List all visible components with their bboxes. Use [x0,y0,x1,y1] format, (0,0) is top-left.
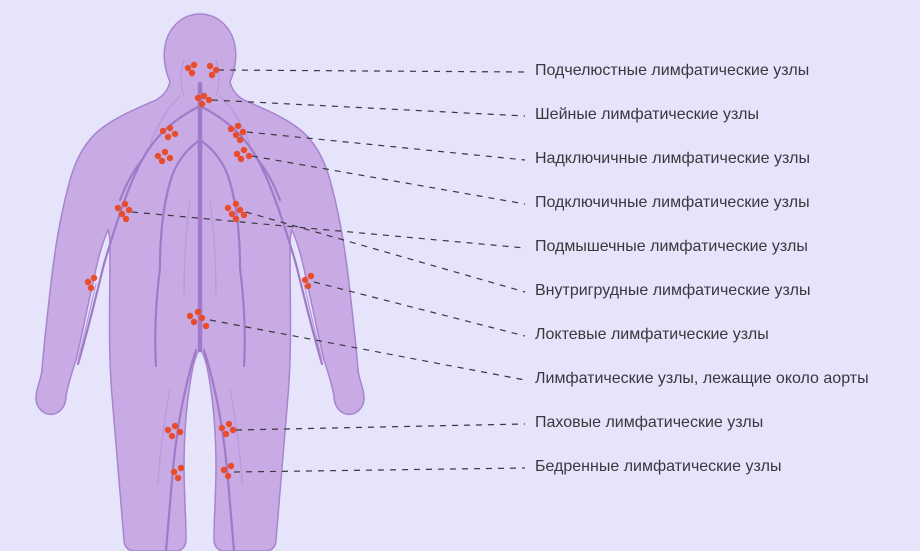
label-inguinal: Паховые лимфатические узлы [535,414,763,432]
leader-submandibular [218,70,525,72]
label-supraclavicular: Надключичные лимфатические узлы [535,150,810,168]
label-axillary: Подмышечные лимфатические узлы [535,238,808,256]
label-submandibular: Подчелюстные лимфатические узлы [535,62,809,80]
label-subclavicular: Подключичные лимфатические узлы [535,194,810,212]
label-elbow: Локтевые лимфатические узлы [535,326,769,344]
diagram-svg [0,0,920,551]
label-cervical: Шейные лимфатические узлы [535,106,759,124]
diagram-stage: Подчелюстные лимфатические узлы Шейные ли… [0,0,920,551]
label-paraaortic: Лимфатические узлы, лежащие около аорты [535,370,869,388]
label-femoral: Бедренные лимфатические узлы [535,458,781,476]
label-intrathoracic: Внутригрудные лимфатические узлы [535,282,810,300]
